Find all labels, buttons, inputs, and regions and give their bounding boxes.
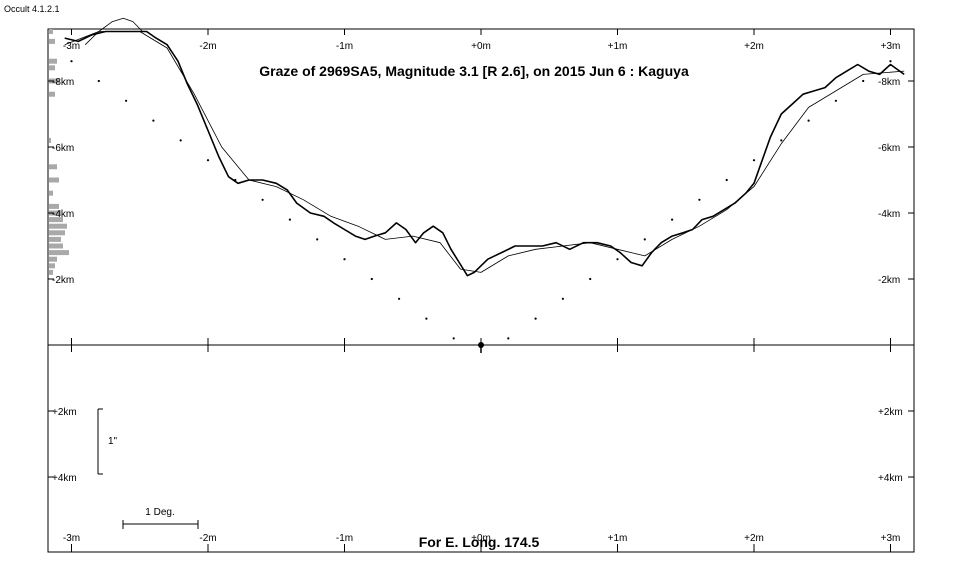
x-tick-label-bottom-3: +0m bbox=[471, 533, 491, 544]
profile-series bbox=[64, 17, 905, 353]
histogram-bar-16 bbox=[49, 243, 63, 249]
star-path-point-7 bbox=[261, 198, 264, 201]
histogram-bar-14 bbox=[49, 230, 65, 236]
star-path-point-20 bbox=[616, 258, 619, 261]
y-tick-label-right-3: -2km bbox=[878, 275, 900, 286]
x-tick-label-bottom-2: -1m bbox=[336, 533, 353, 544]
star-path-point-8 bbox=[288, 218, 291, 221]
star-path-point-12 bbox=[398, 297, 401, 300]
histogram-bar-6 bbox=[49, 137, 51, 143]
star-path-point-26 bbox=[780, 139, 783, 142]
star-path-point-10 bbox=[343, 258, 346, 261]
arcsec-scale-label: 1" bbox=[108, 436, 118, 447]
arcsec-scale-bar: 1" bbox=[97, 408, 118, 475]
histogram-bar-17 bbox=[49, 250, 69, 256]
star-path-point-0 bbox=[70, 60, 73, 63]
star-path-point-17 bbox=[534, 317, 537, 320]
y-tick-label-right-1: -6km bbox=[878, 143, 900, 154]
axes: -3m -3m -2m -2m -1m -1m +0m +0m +1m +1m +2m +2m +3m +… bbox=[48, 29, 914, 552]
histogram-bar-19 bbox=[49, 263, 55, 269]
degree-scale-label: 1 Deg. bbox=[145, 507, 174, 518]
footer-label: For E. Long. 174.5 bbox=[419, 534, 540, 550]
y-tick-label-right-5: +4km bbox=[878, 473, 903, 484]
y-tick-label-left-2: -4km bbox=[52, 209, 74, 220]
star-path-point-22 bbox=[671, 218, 674, 221]
star-path-point-19 bbox=[589, 277, 592, 281]
series-line-1 bbox=[64, 31, 905, 273]
star-path-point-29 bbox=[862, 79, 865, 83]
star-path-point-16 bbox=[507, 337, 510, 340]
star-path-point-13 bbox=[425, 317, 428, 320]
histogram-bar-12 bbox=[49, 217, 63, 223]
star-path-point-21 bbox=[643, 238, 646, 241]
histogram-bar-5 bbox=[49, 91, 55, 97]
degree-scale-bar: 1 Deg. bbox=[122, 507, 199, 529]
star-path-point-4 bbox=[179, 139, 182, 142]
star-path-point-1 bbox=[97, 79, 100, 83]
star-path-point-9 bbox=[316, 238, 319, 241]
star-path-point-6 bbox=[234, 178, 237, 182]
star-path-point-23 bbox=[698, 198, 701, 201]
star-path-point-30 bbox=[889, 60, 892, 63]
star-path-point-25 bbox=[752, 159, 756, 162]
chart-title: Graze of 2969SA5, Magnitude 3.1 [R 2.6],… bbox=[259, 63, 689, 79]
y-tick-label-left-0: -8km bbox=[52, 77, 74, 88]
histogram bbox=[49, 29, 69, 275]
histogram-bar-10 bbox=[49, 203, 59, 209]
histogram-bar-1 bbox=[49, 38, 55, 44]
y-tick-label-right-0: -8km bbox=[878, 77, 900, 88]
x-tick-label-top-3: +0m bbox=[471, 41, 491, 52]
histogram-bar-15 bbox=[49, 236, 61, 242]
y-tick-label-right-4: +2km bbox=[878, 407, 903, 418]
y-tick-label-left-5: +4km bbox=[52, 473, 77, 484]
y-tick-label-left-4: +2km bbox=[52, 407, 77, 418]
star-path-point-18 bbox=[561, 297, 565, 300]
x-tick-label-top-6: +3m bbox=[881, 41, 901, 52]
star-path-point-27 bbox=[807, 119, 810, 122]
histogram-bar-8 bbox=[49, 177, 59, 183]
x-tick-label-bottom-6: +3m bbox=[881, 533, 901, 544]
star-path-point-2 bbox=[125, 99, 128, 102]
histogram-bar-18 bbox=[49, 256, 57, 262]
x-tick-label-top-0: -3m bbox=[63, 41, 80, 52]
histogram-bar-9 bbox=[49, 190, 53, 196]
x-tick-label-bottom-0: -3m bbox=[63, 533, 80, 544]
y-tick-label-right-2: -4km bbox=[878, 209, 900, 220]
star-path-point-11 bbox=[370, 277, 373, 281]
y-tick-label-left-1: -6km bbox=[52, 143, 74, 154]
x-tick-label-bottom-4: +1m bbox=[608, 533, 628, 544]
x-tick-label-top-4: +1m bbox=[608, 41, 628, 52]
x-tick-label-bottom-1: -2m bbox=[199, 533, 216, 544]
histogram-bar-11 bbox=[49, 210, 61, 216]
x-tick-label-bottom-5: +2m bbox=[744, 533, 764, 544]
histogram-bar-7 bbox=[49, 164, 57, 170]
star-path-point-3 bbox=[152, 119, 155, 122]
star-path-point-14 bbox=[452, 337, 455, 340]
program-label: Occult 4.1.2.1 bbox=[4, 4, 60, 14]
series-line-2 bbox=[84, 17, 143, 45]
star-path-point-28 bbox=[834, 99, 838, 102]
plot-frame bbox=[47, 28, 915, 553]
star-path-point-5 bbox=[206, 159, 210, 162]
y-tick-label-left-3: -2km bbox=[52, 275, 74, 286]
histogram-bar-13 bbox=[49, 223, 67, 229]
histogram-bar-0 bbox=[49, 29, 53, 34]
star-path-point-24 bbox=[725, 178, 728, 182]
histogram-bar-2 bbox=[49, 58, 57, 64]
series-line-0 bbox=[64, 30, 905, 277]
x-tick-label-top-2: -1m bbox=[336, 41, 353, 52]
histogram-bar-20 bbox=[49, 269, 53, 275]
histogram-bar-3 bbox=[49, 65, 55, 71]
x-tick-label-top-1: -2m bbox=[199, 41, 216, 52]
x-tick-label-top-5: +2m bbox=[744, 41, 764, 52]
